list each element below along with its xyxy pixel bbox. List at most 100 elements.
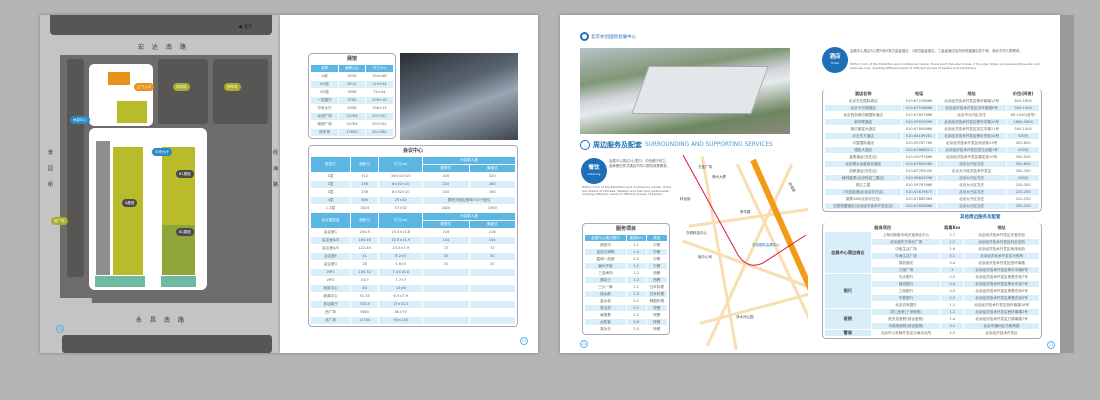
cell: 北侧广场 <box>311 113 339 120</box>
tag-central-hall: 中央大厅 <box>152 148 172 156</box>
hotel-row: 新亿景富大酒店 010-67800666 北京经济技术开发区宏达中路11号 500-1… <box>825 126 1039 132</box>
hotel-header: 酒店名称 <box>825 91 902 97</box>
cell: 010-67800666 <box>905 127 933 131</box>
corridor <box>96 141 110 275</box>
hotel-header: 电话 <box>902 91 936 97</box>
catering-row: 真功夫 2.5 快餐 <box>585 326 667 332</box>
services-spread: 北京亦创国际会展中心 周边服务及配套 SURROUNDING AND SUPPO… <box>560 15 1060 353</box>
compass-icon: ◀ <box>238 24 242 30</box>
cell: 北京德大永鑫商务酒店 <box>825 161 902 167</box>
cell <box>470 293 515 300</box>
hall-b1 <box>162 147 195 225</box>
cell: 30 <box>423 253 469 260</box>
cell: 中餐 <box>653 243 661 247</box>
cell: 北京经济技术开发区荣昌东街5号 <box>964 295 1039 301</box>
cell: 010-64169281 <box>902 133 936 139</box>
services-group: 会展中心周边商业 <box>825 232 871 273</box>
services-row: 医院 同仁医院(三甲医院) 1.2 北京经济技术开发区西环南路2号 <box>825 309 1039 329</box>
tag-north-lot-1: 停车场 <box>173 83 190 91</box>
hotel-row: 北京亦庄国际酒店 010-67226666 北京经济技术开发区荣华南路12号 600-… <box>825 98 1039 104</box>
cell: 1600-2800 <box>1007 119 1039 125</box>
cell: 建设银行 <box>871 281 941 287</box>
catering-table: 服务项目 会展中心周边餐厅 距离Km 类型 便宜坊 1.1 中餐 金百万烤鸭 1.4 中餐… <box>582 223 670 335</box>
cell: 工商银行 <box>898 289 914 293</box>
services-title: 其他周边服务及配套 <box>960 215 1001 220</box>
cell: 西餐 <box>646 277 667 283</box>
cell: 6.5×7.9 <box>393 294 408 298</box>
meeting-subheader: 剧院式 <box>423 165 469 172</box>
site-map-page: ◀ 北S 宏达南路 正门入口 停车场 停车场 休息中心 中央大厅 B1展馆 A展… <box>40 15 280 353</box>
cell: 一层展厅 <box>311 97 339 104</box>
cell: 6210 <box>339 81 365 88</box>
logo-text: 北京亦创国际会展中心 <box>591 34 636 40</box>
cell: 新亿景富大酒店 <box>850 127 876 131</box>
venue-roof <box>631 66 769 114</box>
services-header: 距离Km <box>941 225 964 231</box>
services-group: 银行 <box>825 274 871 308</box>
services-row: 银行 光大银行 0.5 北京经济技术开发区荣昌东街7号 <box>825 274 1039 308</box>
cell: 0.5 <box>941 295 964 301</box>
room-row: 会议室C 244.9 15.5×15.8 216 216 <box>311 229 515 236</box>
cell: 锦江之星 <box>855 183 871 187</box>
hotel-row: 北京德大永鑫商务酒店 010-67855085 北京大兴区亦庄 300-600 <box>825 161 1039 167</box>
cell: 会议室C <box>323 230 338 234</box>
cell: 1.2 <box>949 303 956 307</box>
meeting-header: 可容纳人数 <box>423 157 515 164</box>
cell: 210 <box>423 181 469 188</box>
cell: 500元 <box>1007 133 1039 139</box>
cell: 格林豪泰(北京科技二路店) <box>825 175 902 181</box>
venue-header: 面积(㎡) <box>339 65 365 72</box>
hotel-row: 新华联酒店 010-59570099 北京经济技术开发区荣华中路10号 1600-28… <box>825 119 1039 125</box>
cell: 300-500 <box>1015 155 1031 159</box>
cell: 会议室G <box>323 262 338 266</box>
aerial-photo <box>580 48 790 134</box>
cell: 80×70 <box>394 310 407 314</box>
cell: 010-67226666 <box>905 99 933 103</box>
venue-row: 中央大厅 4508 196×23 <box>311 105 393 112</box>
cell: 28 <box>362 262 367 266</box>
cell: 北京经济技术开发区荣华中路10号 <box>936 119 1007 125</box>
cell: 华夏银行 <box>871 295 941 301</box>
catering-row: 德克士 1.2 西餐 <box>585 277 667 283</box>
cell: 207×52 <box>365 113 393 120</box>
services-row: 警局 北京市公安局开发区分局派出所 4.5 北京经济技术开发区 <box>825 330 1039 336</box>
room-row: 会议室G 28 5.6×5 25 25 <box>311 261 515 268</box>
map-label: 凉水河公园 <box>736 315 754 319</box>
room-header: 面积㎡ <box>351 213 379 228</box>
cell: 新华联酒店 <box>825 119 902 125</box>
surrounding-map[interactable]: 方宜广场 博大大厦 经海路 科创街 荣华路 亦创国际会展中心 亦城科技中心 南尔… <box>678 155 808 350</box>
room-row: VIP1 140.52 7.4×18.8 <box>311 269 515 276</box>
cell: 会议室A/E <box>322 246 339 250</box>
cell: 中央大厅 <box>317 106 332 110</box>
hotel-row: 格林豪泰(北京科技二路店) 010-56842096 北京大兴区亦庄 200元 <box>825 175 1039 181</box>
cell: 10764 <box>346 122 358 126</box>
cell: 010-67868011 <box>902 147 936 153</box>
cell: 210 <box>442 190 450 194</box>
page-edge <box>1060 15 1074 353</box>
hotel-badge: 酒店 Hotel <box>822 47 848 73</box>
catering-badge-en: Catering <box>587 172 601 176</box>
cell: 日本料理 <box>646 291 667 297</box>
road-right-label: 经海路 <box>273 150 279 188</box>
cell: 256 <box>351 181 379 188</box>
cell: 汉庭快捷酒店(北京经济技术开发区店) <box>825 203 902 209</box>
cell: 北广场 <box>311 317 351 324</box>
cell: 15.5×7.9 <box>392 246 410 250</box>
cell: 45×280 <box>365 129 393 136</box>
cell: 1.2 <box>626 263 646 269</box>
cell: 010-67518888 <box>902 105 936 111</box>
cell: 北京经济技术开发区地泽北街 <box>978 247 1025 251</box>
cell: 144 <box>469 237 515 244</box>
cell: 010-59767760 <box>905 141 933 145</box>
cell: 84 <box>351 285 379 292</box>
conference-roof <box>108 72 130 85</box>
hall-a <box>113 147 143 275</box>
cell: 72 <box>490 246 495 250</box>
venue-row: A馆 9254 193×48 <box>311 73 393 80</box>
cell: 17×31.5 <box>379 301 423 308</box>
cell: 25 <box>443 262 449 266</box>
cell: 1824 <box>360 206 370 210</box>
cell <box>469 317 515 324</box>
cell: 3996 <box>347 90 357 94</box>
cell: 6.2×5 <box>379 253 423 260</box>
